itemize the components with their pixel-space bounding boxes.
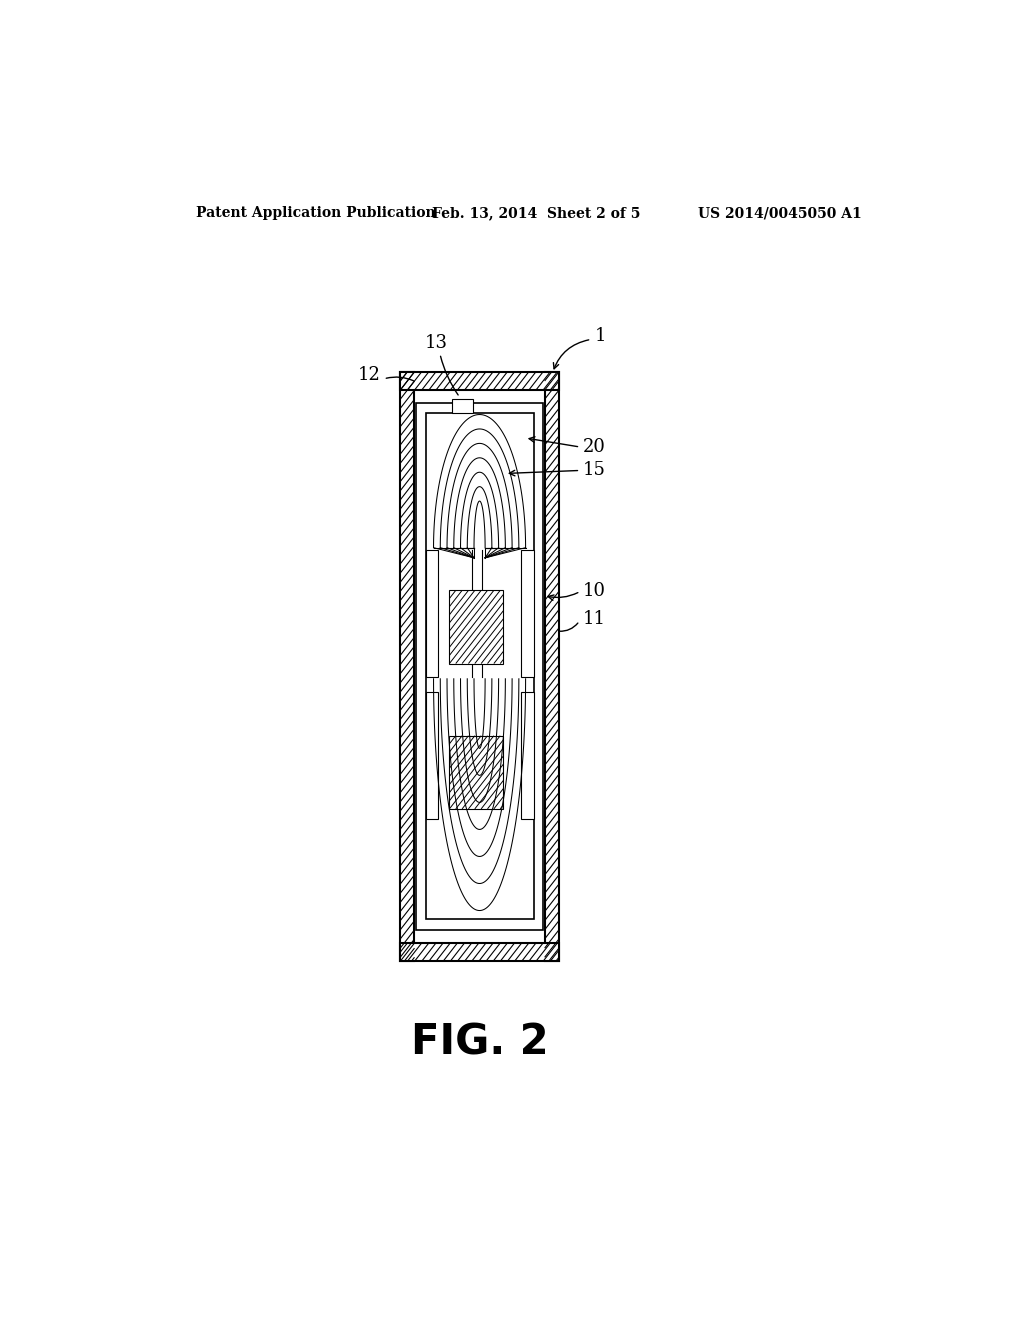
Bar	[426, 413, 534, 919]
Text: 15: 15	[583, 462, 605, 479]
Bar	[521, 549, 534, 677]
Bar	[426, 692, 438, 818]
Bar	[400, 372, 415, 961]
Bar	[416, 404, 543, 929]
Bar	[452, 399, 473, 412]
Bar	[545, 372, 559, 961]
Text: 13: 13	[424, 334, 447, 351]
Text: FIG. 2: FIG. 2	[411, 1022, 549, 1064]
Text: 12: 12	[357, 366, 380, 384]
Text: Patent Application Publication: Patent Application Publication	[197, 206, 436, 220]
Bar	[400, 372, 559, 391]
Text: 11: 11	[583, 610, 606, 628]
Text: US 2014/0045050 A1: US 2014/0045050 A1	[697, 206, 861, 220]
Text: 20: 20	[583, 438, 605, 455]
Bar	[521, 692, 534, 818]
Bar	[400, 942, 559, 961]
Text: 1: 1	[595, 327, 606, 346]
Bar	[426, 549, 438, 677]
Bar	[450, 735, 504, 809]
Bar	[450, 590, 504, 664]
Text: 10: 10	[583, 582, 606, 601]
Text: Feb. 13, 2014  Sheet 2 of 5: Feb. 13, 2014 Sheet 2 of 5	[432, 206, 640, 220]
